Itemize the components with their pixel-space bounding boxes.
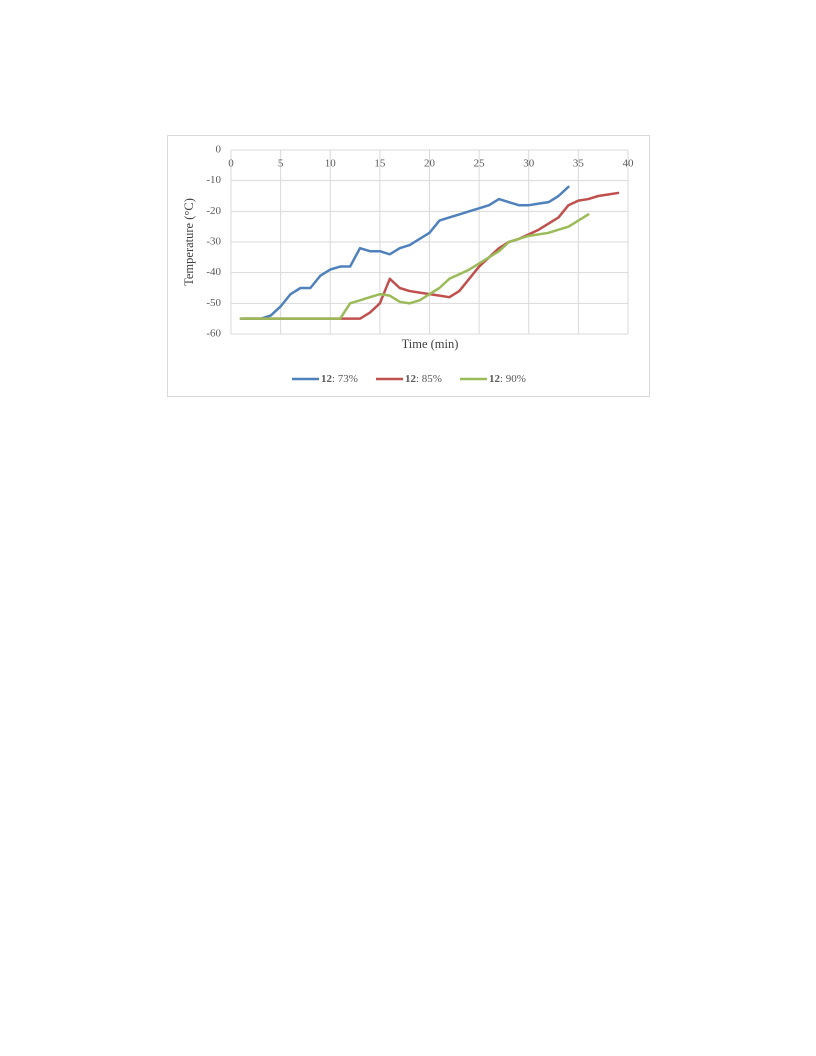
legend-label: 12: 85% bbox=[405, 373, 442, 385]
y-tick-label: -20 bbox=[206, 205, 221, 217]
x-tick-label: 5 bbox=[278, 158, 284, 170]
x-tick-label: 20 bbox=[424, 158, 436, 170]
y-tick-label: -60 bbox=[206, 328, 221, 340]
x-tick-label: 25 bbox=[474, 158, 486, 170]
series-line bbox=[239, 185, 570, 320]
chart-frame bbox=[167, 135, 650, 397]
y-tick-label: -10 bbox=[206, 174, 221, 186]
x-tick-label: 0 bbox=[228, 158, 234, 170]
y-tick-label: -50 bbox=[206, 297, 221, 309]
x-tick-label: 15 bbox=[374, 158, 386, 170]
legend-label: 12: 90% bbox=[489, 373, 526, 385]
x-axis-title: Time (min) bbox=[402, 337, 459, 351]
y-tick-label: -40 bbox=[206, 266, 221, 278]
series-line bbox=[239, 213, 590, 320]
x-tick-label: 40 bbox=[623, 158, 635, 170]
y-tick-label: -30 bbox=[206, 236, 221, 248]
legend-label: 12: 73% bbox=[321, 373, 358, 385]
x-tick-label: 30 bbox=[523, 158, 535, 170]
y-tick-label: 0 bbox=[216, 144, 222, 156]
x-tick-label: 10 bbox=[325, 158, 337, 170]
y-axis-title: Temperature (°C) bbox=[182, 198, 196, 286]
x-tick-label: 35 bbox=[573, 158, 585, 170]
